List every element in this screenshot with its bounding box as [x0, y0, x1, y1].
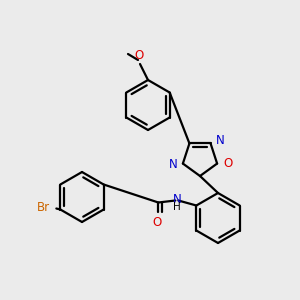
Text: O: O: [134, 49, 144, 62]
Text: N: N: [169, 158, 178, 171]
Text: O: O: [223, 157, 232, 170]
Text: O: O: [153, 217, 162, 230]
Text: H: H: [173, 202, 181, 212]
Text: N: N: [173, 193, 182, 206]
Text: Br: Br: [37, 201, 50, 214]
Text: N: N: [216, 134, 224, 147]
